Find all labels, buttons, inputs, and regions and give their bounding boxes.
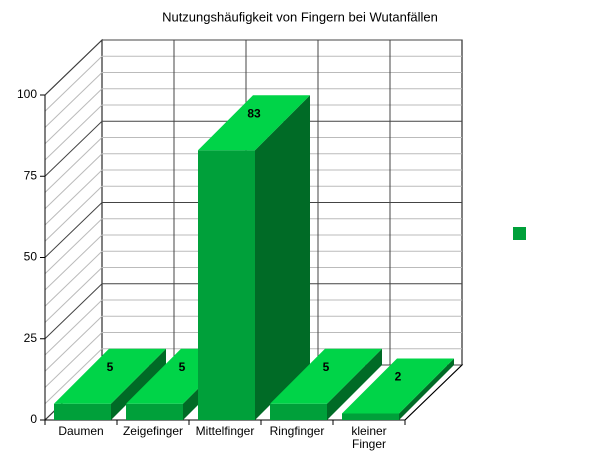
minor-side-line <box>44 348 103 405</box>
x-tick-label: Daumen <box>58 424 104 438</box>
value-label: 5 <box>323 360 330 374</box>
value-label: 5 <box>179 360 186 374</box>
minor-side-line <box>44 104 103 161</box>
chart-title: Nutzungshäufigkeit von Fingern bei Wutan… <box>162 9 438 24</box>
minor-side-line <box>44 332 103 388</box>
bar-front <box>54 403 111 420</box>
side-grid-line <box>44 283 103 340</box>
legend-swatch <box>513 227 526 240</box>
y-tick-label: 0 <box>30 412 37 426</box>
bar-front <box>126 403 183 420</box>
side-grid-line <box>44 202 103 258</box>
bar-front <box>342 413 399 420</box>
x-tick-label: Mittelfinger <box>195 424 255 438</box>
bar-side <box>399 358 454 420</box>
y-tick-label: 100 <box>17 87 37 101</box>
minor-side-line <box>44 55 103 112</box>
value-label: 2 <box>395 370 402 384</box>
y-tick-label: 75 <box>24 168 38 182</box>
minor-side-line <box>44 153 103 210</box>
y-tick-label: 50 <box>24 250 38 264</box>
bar <box>342 358 454 420</box>
y-tick-label: 25 <box>24 331 38 345</box>
minor-side-line <box>44 185 103 242</box>
minor-side-line <box>44 234 103 291</box>
bar-front <box>270 403 327 420</box>
side-grid-line <box>44 39 103 96</box>
x-tick-label: Zeigefinger <box>122 424 184 438</box>
minor-side-line <box>44 218 103 275</box>
x-tick-label: Ringfinger <box>269 424 325 438</box>
bar <box>198 95 310 420</box>
bar-side <box>111 348 166 420</box>
value-label: 5 <box>107 360 114 374</box>
side-grid-line <box>44 120 103 177</box>
minor-side-line <box>44 315 103 372</box>
bar <box>270 348 382 420</box>
bar-side <box>327 348 382 420</box>
bar-top <box>54 348 166 404</box>
bar-side <box>255 95 310 420</box>
bar-front <box>198 150 255 420</box>
minor-side-line <box>44 250 103 307</box>
minor-side-line <box>44 169 103 226</box>
bar-top <box>342 358 454 414</box>
minor-side-line <box>44 88 103 145</box>
minor-side-line <box>44 137 103 193</box>
x-tick-label: kleiner Finger <box>351 424 387 451</box>
minor-side-line <box>44 267 103 323</box>
bar-top <box>270 348 382 404</box>
bar-top <box>198 95 310 151</box>
floor-edge <box>404 364 463 421</box>
minor-side-line <box>44 72 103 128</box>
minor-side-line <box>44 299 103 356</box>
bar <box>54 348 166 420</box>
value-label: 83 <box>247 106 261 120</box>
